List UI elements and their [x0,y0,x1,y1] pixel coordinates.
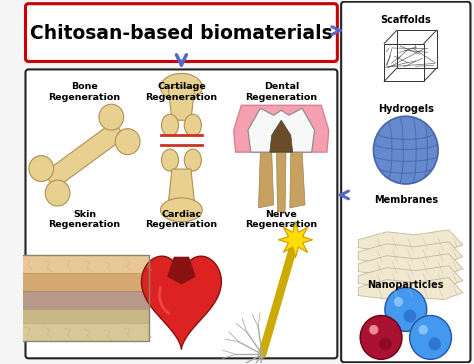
Text: Hydrogels: Hydrogels [378,104,434,114]
Polygon shape [278,222,313,258]
Polygon shape [258,152,273,208]
Bar [20,255,149,341]
Text: Membranes: Membranes [374,195,438,205]
Ellipse shape [184,149,201,171]
Polygon shape [248,108,315,152]
Circle shape [404,309,416,323]
Text: Skin
Regeneration: Skin Regeneration [48,210,120,229]
Polygon shape [142,256,221,349]
Circle shape [428,337,441,351]
Circle shape [99,104,124,130]
Text: Chitosan-based biomaterials: Chitosan-based biomaterials [30,24,333,43]
Text: Bone
Regeneration: Bone Regeneration [48,82,120,102]
Circle shape [419,325,428,335]
Polygon shape [358,278,463,300]
Text: Scaffolds: Scaffolds [381,15,431,25]
Circle shape [369,325,378,335]
Ellipse shape [161,198,202,222]
Polygon shape [290,152,305,208]
Polygon shape [358,254,463,276]
FancyBboxPatch shape [26,70,337,358]
Circle shape [379,337,392,351]
Polygon shape [168,87,195,120]
Circle shape [394,297,403,306]
Circle shape [45,180,70,206]
Circle shape [385,288,427,332]
Bar [20,273,149,290]
Ellipse shape [161,74,202,101]
Polygon shape [44,121,125,189]
Text: Cartilage
Regeneration: Cartilage Regeneration [146,82,218,102]
Polygon shape [270,120,292,152]
FancyBboxPatch shape [341,2,471,362]
Polygon shape [358,242,463,264]
Circle shape [374,116,438,184]
Circle shape [410,316,451,359]
FancyBboxPatch shape [26,4,337,62]
Text: Dental
Regeneration: Dental Regeneration [245,82,317,102]
Polygon shape [276,152,286,212]
Ellipse shape [162,149,179,171]
Polygon shape [167,257,196,285]
Polygon shape [358,266,463,288]
Text: Nerve
Regeneration: Nerve Regeneration [245,210,317,229]
Circle shape [29,156,54,182]
Polygon shape [234,105,329,152]
Circle shape [115,129,140,155]
Bar [20,290,149,309]
Text: Cardiac
Regeneration: Cardiac Regeneration [146,210,218,229]
Polygon shape [358,230,463,252]
Bar [20,255,149,273]
Bar [20,324,149,341]
Text: Nanoparticles: Nanoparticles [367,280,444,290]
Ellipse shape [162,114,179,136]
Polygon shape [168,169,195,205]
Circle shape [360,316,402,359]
Ellipse shape [184,114,201,136]
Bar [20,309,149,324]
